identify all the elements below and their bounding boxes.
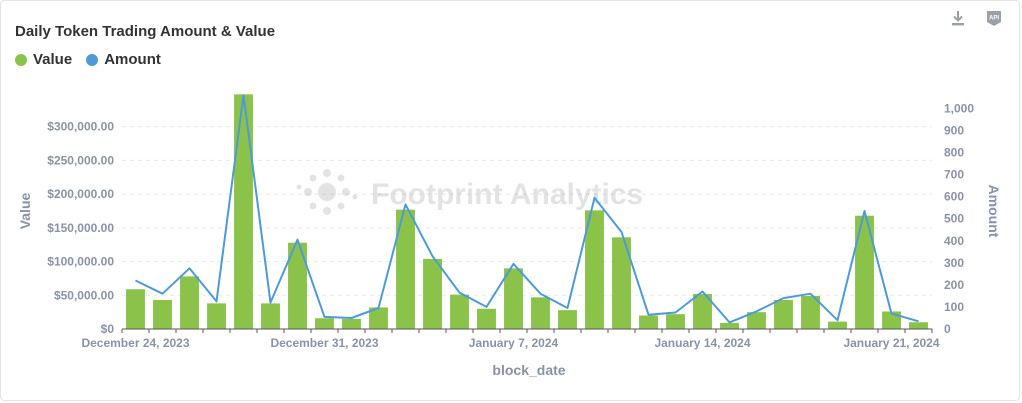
- bar: [261, 303, 280, 329]
- y2-axis-title: Amount: [986, 185, 1002, 238]
- y-tick-label: $300,000.00: [47, 120, 114, 134]
- y2-tick-label: 400: [944, 234, 964, 248]
- bar: [531, 297, 550, 329]
- bar: [909, 322, 928, 329]
- bar: [450, 294, 469, 329]
- bar: [504, 268, 523, 329]
- bar: [612, 237, 631, 329]
- legend-item-value[interactable]: Value: [15, 51, 72, 68]
- api-icon-label: API: [989, 16, 999, 22]
- bar: [693, 293, 712, 329]
- axes: [121, 328, 933, 333]
- api-icon[interactable]: API: [985, 9, 1003, 27]
- legend-label-amount: Amount: [104, 51, 161, 68]
- bar: [207, 303, 226, 329]
- tick-labels: $0 $50,000.00 $100,000.00 $150,000.00 $200,0…: [47, 101, 974, 350]
- bar: [585, 210, 604, 329]
- bar: [774, 300, 793, 329]
- y-tick-label: $100,000.00: [47, 255, 114, 269]
- bar: [153, 300, 172, 329]
- bar: [369, 307, 388, 329]
- y-axis-title: Value: [17, 193, 33, 230]
- legend-item-amount[interactable]: Amount: [86, 51, 161, 68]
- y-tick-label: $250,000.00: [47, 153, 114, 167]
- x-tick-label: January 21, 2024: [843, 336, 939, 350]
- y2-tick-label: 300: [944, 256, 964, 270]
- gridlines: [122, 126, 932, 296]
- legend-swatch-value: [15, 53, 27, 66]
- bar-series-value: [126, 94, 928, 329]
- y2-tick-label: 200: [944, 278, 964, 292]
- bar: [477, 308, 496, 329]
- y2-tick-label: 800: [944, 146, 964, 160]
- watermark-text: Footprint Analytics: [371, 178, 643, 211]
- amount-line: [135, 94, 919, 324]
- watermark: Footprint Analytics: [296, 169, 643, 215]
- legend-label-value: Value: [33, 51, 73, 68]
- bar: [720, 322, 739, 329]
- x-tick-label: January 14, 2024: [654, 336, 750, 350]
- line-series-amount: [135, 94, 919, 324]
- y2-tick-label: 700: [944, 168, 964, 182]
- x-tick-label: January 7, 2024: [469, 336, 559, 350]
- y2-tick-label: 500: [944, 212, 964, 226]
- bar: [855, 215, 874, 329]
- y2-tick-label: 1,000: [944, 101, 974, 115]
- y-tick-label: $0: [101, 322, 115, 336]
- y-tick-label: $150,000.00: [47, 221, 114, 235]
- bar: [126, 289, 145, 329]
- y2-tick-label: 100: [944, 300, 964, 314]
- bar: [288, 242, 307, 329]
- y2-tick-label: 900: [944, 123, 964, 137]
- x-tick-label: December 31, 2023: [270, 336, 378, 350]
- x-axis-title: block_date: [492, 362, 565, 378]
- y2-tick-label: 0: [944, 322, 951, 336]
- bar: [180, 276, 199, 329]
- bar: [882, 311, 901, 329]
- y-tick-label: $50,000.00: [54, 288, 114, 302]
- bar: [315, 318, 334, 329]
- chart-title: Daily Token Trading Amount & Value: [15, 23, 276, 40]
- y-tick-label: $200,000.00: [47, 187, 114, 201]
- watermark-logo-icon: [296, 169, 358, 215]
- y2-tick-label: 600: [944, 190, 964, 204]
- download-icon[interactable]: [949, 9, 967, 27]
- legend-swatch-amount: [86, 53, 99, 66]
- bar: [639, 315, 658, 329]
- bar: [396, 209, 415, 329]
- legend: Value Amount: [15, 51, 161, 68]
- bar: [828, 321, 847, 329]
- bar: [666, 314, 685, 329]
- bar: [747, 312, 766, 329]
- x-tick-label: December 24, 2023: [81, 336, 189, 350]
- bar: [234, 94, 253, 329]
- bar: [423, 258, 442, 329]
- bar: [558, 310, 577, 329]
- bar: [801, 295, 820, 329]
- bar: [342, 318, 361, 329]
